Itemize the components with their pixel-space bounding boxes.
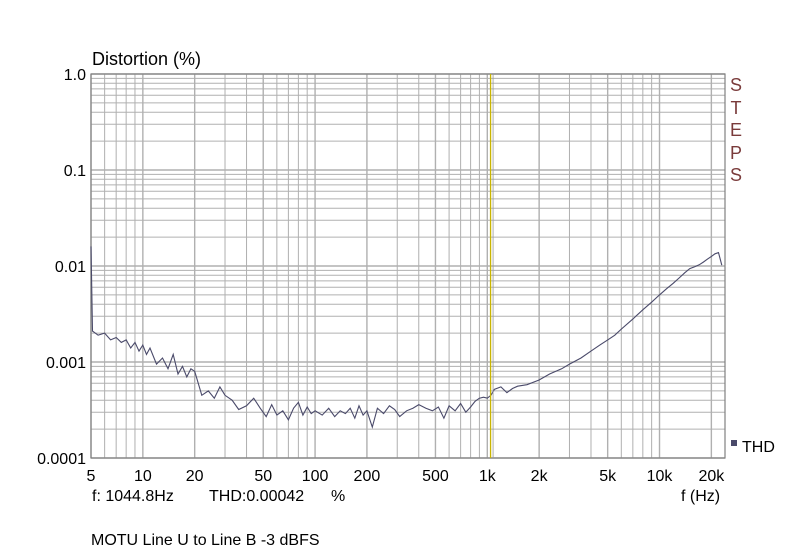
x-tick-label: 100 xyxy=(302,468,329,485)
tick-labels: 5 10 20 50 100 200 500 1k 2k 5k 10k 20k 0.0001 0.001 0… xyxy=(37,67,725,485)
x-tick-label: 50 xyxy=(254,468,272,485)
cursor-thd-readout: THD:0.00042 xyxy=(209,488,305,505)
y-tick-label: 0.001 xyxy=(46,355,86,372)
steps-letter: E xyxy=(729,120,742,140)
x-tick-label: 10 xyxy=(134,468,152,485)
grid-lines xyxy=(90,73,726,459)
cursor-layer[interactable] xyxy=(489,74,494,458)
x-tick-label: 200 xyxy=(354,468,381,485)
legend-label-thd: THD xyxy=(742,439,775,456)
x-axis-label: f (Hz) xyxy=(681,488,720,505)
steps-letter: S xyxy=(729,75,742,95)
cursor-thd-unit: % xyxy=(331,488,346,505)
cursor-frequency-readout: f: 1044.8Hz xyxy=(92,488,174,505)
x-tick-label: 20 xyxy=(186,468,204,485)
chart-title: Distortion (%) xyxy=(92,49,201,69)
steps-letter: T xyxy=(730,97,742,118)
x-tick-label: 10k xyxy=(647,468,674,485)
x-tick-label: 5 xyxy=(87,468,96,485)
x-tick-label: 20k xyxy=(698,468,725,485)
y-tick-label: 0.01 xyxy=(55,259,86,276)
y-tick-label: 0.1 xyxy=(64,163,86,180)
x-tick-label: 2k xyxy=(531,468,549,485)
steps-letter: P xyxy=(729,142,742,163)
y-tick-label: 1.0 xyxy=(64,67,86,84)
thd-series-line xyxy=(90,246,723,430)
measurement-caption: MOTU Line U to Line B -3 dBFS xyxy=(91,532,320,549)
x-tick-label: 500 xyxy=(422,468,449,485)
legend-marker-thd xyxy=(731,440,737,446)
x-tick-label: 5k xyxy=(599,468,617,485)
thd-curve-layer xyxy=(90,246,723,430)
y-tick-label: 0.0001 xyxy=(37,451,86,468)
x-tick-label: 1k xyxy=(479,468,497,485)
steps-letter: S xyxy=(729,165,742,185)
